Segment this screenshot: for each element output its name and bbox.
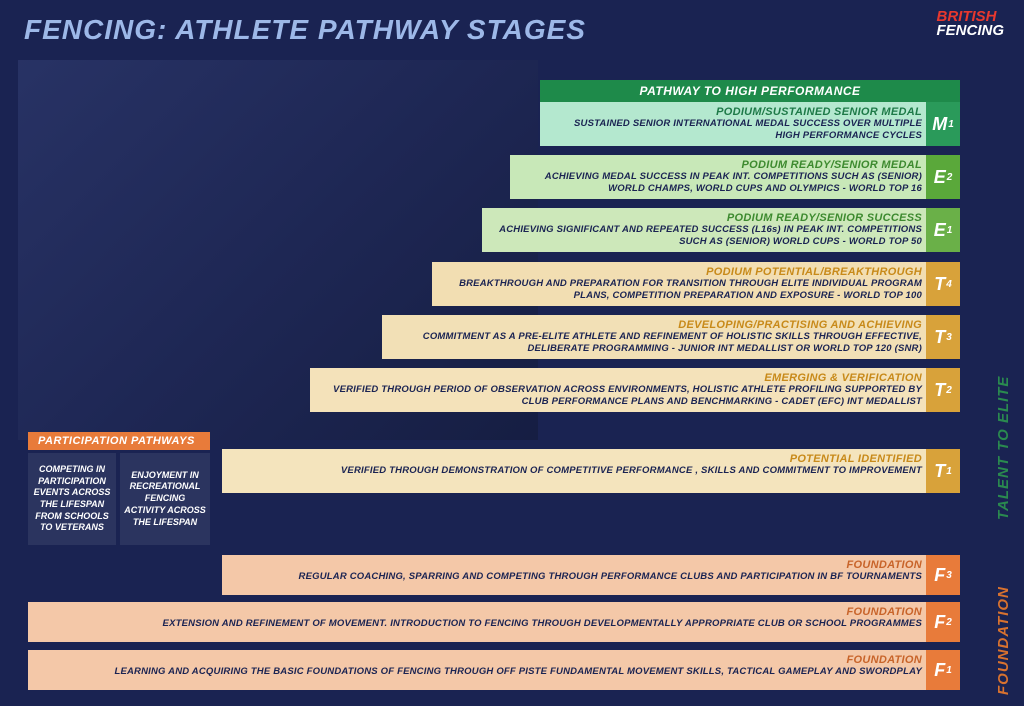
stage-badge: E2 [926,155,960,199]
stage-desc: COMMITMENT AS A PRE-ELITE ATHLETE AND RE… [392,331,922,355]
stage-title: FOUNDATION [38,606,922,618]
stage-badge: F3 [926,555,960,595]
stage-badge: E1 [926,208,960,252]
stage-title: EMERGING & VERIFICATION [320,372,922,384]
stage-2: PODIUM READY/SENIOR SUCCESSACHIEVING SIG… [482,208,960,252]
stage-0: PODIUM/SUSTAINED SENIOR MEDALSUSTAINED S… [540,102,960,146]
stage-title: PODIUM/SUSTAINED SENIOR MEDAL [550,106,922,118]
stage-desc: REGULAR COACHING, SPARRING AND COMPETING… [232,571,922,583]
logo: BRITISH FENCING [937,10,1005,39]
stage-badge: M1 [926,102,960,146]
stage-8: FOUNDATIONEXTENSION AND REFINEMENT OF MO… [28,602,960,642]
stage-desc: VERIFIED THROUGH DEMONSTRATION OF COMPET… [232,465,922,477]
stage-desc: VERIFIED THROUGH PERIOD OF OBSERVATION A… [320,384,922,408]
stage-desc: EXTENSION AND REFINEMENT OF MOVEMENT. IN… [38,618,922,630]
stage-title: POTENTIAL IDENTIFIED [232,453,922,465]
stage-title: FOUNDATION [38,654,922,666]
stage-badge: T2 [926,368,960,412]
stage-4: DEVELOPING/PRACTISING AND ACHIEVINGCOMMI… [382,315,960,359]
stage-7: FOUNDATIONREGULAR COACHING, SPARRING AND… [222,555,960,595]
stage-1: PODIUM READY/SENIOR MEDALACHIEVING MEDAL… [510,155,960,199]
pathway-header: PATHWAY TO HIGH PERFORMANCE [540,80,960,102]
stage-title: DEVELOPING/PRACTISING AND ACHIEVING [392,319,922,331]
stage-badge: T1 [926,449,960,493]
stage-title: PODIUM READY/SENIOR SUCCESS [492,212,922,224]
stage-badge: F2 [926,602,960,642]
participation-header: PARTICIPATION PATHWAYS [28,432,210,450]
stage-desc: SUSTAINED SENIOR INTERNATIONAL MEDAL SUC… [550,118,922,142]
stage-desc: BREAKTHROUGH AND PREPARATION FOR TRANSIT… [442,278,922,302]
stage-9: FOUNDATIONLEARNING AND ACQUIRING THE BAS… [28,650,960,690]
side-label-0: TALENT TO ELITE [995,260,1012,520]
side-label-1: FOUNDATION [995,555,1012,695]
stage-desc: LEARNING AND ACQUIRING THE BASIC FOUNDAT… [38,666,922,678]
stage-badge: F1 [926,650,960,690]
page-title: FENCING: ATHLETE PATHWAY STAGES [24,14,586,46]
participation-box-1: ENJOYMENT IN RECREATIONAL FENCING ACTIVI… [120,453,210,545]
stage-desc: ACHIEVING MEDAL SUCCESS IN PEAK INT. COM… [520,171,922,195]
stage-badge: T4 [926,262,960,306]
stage-desc: ACHIEVING SIGNIFICANT AND REPEATED SUCCE… [492,224,922,248]
stage-badge: T3 [926,315,960,359]
stage-title: PODIUM POTENTIAL/BREAKTHROUGH [442,266,922,278]
stage-6: POTENTIAL IDENTIFIEDVERIFIED THROUGH DEM… [222,449,960,493]
stage-title: PODIUM READY/SENIOR MEDAL [520,159,922,171]
stage-title: FOUNDATION [232,559,922,571]
logo-line2: FENCING [937,22,1005,39]
stage-3: PODIUM POTENTIAL/BREAKTHROUGHBREAKTHROUG… [432,262,960,306]
participation-box-0: COMPETING IN PARTICIPATION EVENTS ACROSS… [28,453,116,545]
stage-5: EMERGING & VERIFICATIONVERIFIED THROUGH … [310,368,960,412]
